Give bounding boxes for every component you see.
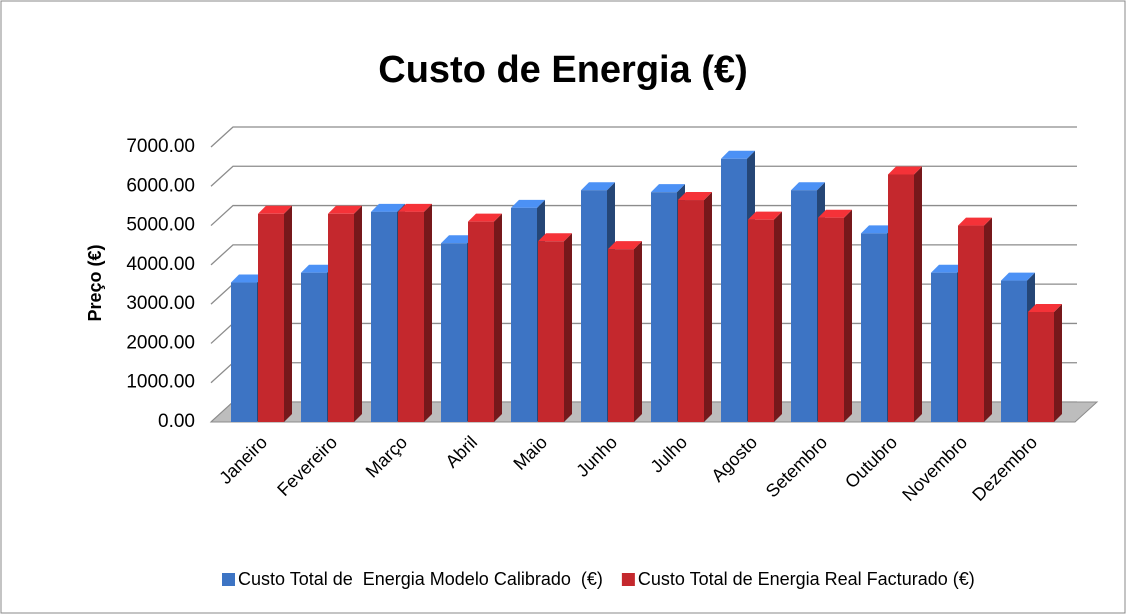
bar-side bbox=[774, 211, 782, 422]
bar bbox=[1028, 312, 1054, 422]
bar bbox=[608, 249, 634, 422]
y-tick-label: 5000.00 bbox=[126, 215, 195, 236]
bar-top bbox=[301, 264, 335, 273]
bar-top bbox=[791, 182, 825, 191]
bar-side bbox=[634, 241, 642, 422]
bar-top bbox=[511, 199, 545, 208]
y-tick-label: 0.00 bbox=[158, 411, 195, 432]
y-axis-title: Preço (€) bbox=[85, 244, 105, 321]
y-tick-label: 2000.00 bbox=[126, 332, 195, 353]
bar bbox=[958, 225, 984, 422]
bar-side bbox=[844, 209, 852, 422]
bar-side bbox=[564, 233, 572, 422]
bar bbox=[258, 213, 284, 422]
bar-top bbox=[231, 274, 265, 283]
bar-top bbox=[1028, 304, 1062, 312]
bar bbox=[931, 272, 957, 422]
bar-top bbox=[371, 203, 405, 212]
bar-top bbox=[748, 211, 782, 220]
bar-top bbox=[818, 209, 852, 218]
bar bbox=[301, 272, 327, 422]
y-tick-label: 3000.00 bbox=[126, 293, 195, 314]
bar-top bbox=[958, 217, 992, 226]
bar-top bbox=[861, 225, 895, 234]
bar-top bbox=[888, 166, 922, 175]
bar-top bbox=[651, 184, 685, 193]
y-tick-label: 1000.00 bbox=[126, 372, 195, 393]
bar bbox=[371, 211, 397, 422]
bar-side bbox=[704, 192, 712, 422]
bar bbox=[1001, 280, 1027, 422]
bar bbox=[888, 174, 914, 422]
bar-side bbox=[914, 166, 922, 422]
bar bbox=[861, 233, 887, 422]
bar-top bbox=[328, 205, 362, 214]
bar bbox=[651, 192, 677, 422]
bar-side bbox=[354, 205, 362, 422]
bar-top bbox=[581, 182, 615, 191]
bar-top bbox=[678, 192, 712, 201]
bar bbox=[721, 158, 747, 423]
bar bbox=[678, 200, 704, 422]
bar-top bbox=[721, 150, 755, 159]
legend-label: Custo Total de Energia Modelo Calibrado … bbox=[238, 569, 603, 589]
bar bbox=[231, 282, 257, 422]
bar bbox=[441, 243, 467, 422]
bar bbox=[818, 217, 844, 422]
bar bbox=[791, 190, 817, 422]
bar-side bbox=[1054, 304, 1062, 422]
bar-side bbox=[424, 203, 432, 422]
bar bbox=[748, 219, 774, 422]
y-tick-label: 6000.00 bbox=[126, 175, 195, 196]
bar bbox=[398, 211, 424, 422]
bar-top bbox=[258, 205, 292, 214]
bar bbox=[511, 207, 537, 422]
bar bbox=[538, 241, 564, 422]
grid-line bbox=[210, 165, 1077, 187]
grid-line bbox=[210, 126, 1077, 148]
y-tick-label: 4000.00 bbox=[126, 254, 195, 275]
bar-side bbox=[984, 217, 992, 422]
bar-top bbox=[1001, 272, 1035, 281]
bar-top bbox=[441, 235, 475, 244]
legend-swatch bbox=[222, 573, 235, 586]
legend-label: Custo Total de Energia Real Facturado (€… bbox=[638, 569, 975, 589]
bar-side bbox=[494, 213, 502, 422]
bar-top bbox=[398, 203, 432, 212]
bar bbox=[468, 221, 494, 422]
bar-top bbox=[538, 233, 572, 242]
bar-top bbox=[608, 241, 642, 250]
chart-title: Custo de Energia (€) bbox=[378, 49, 748, 91]
bar-side bbox=[284, 205, 292, 422]
bar bbox=[328, 213, 354, 422]
y-tick-label: 7000.00 bbox=[126, 136, 195, 157]
bar-top bbox=[468, 213, 502, 222]
bar-top bbox=[931, 264, 965, 273]
bar bbox=[581, 190, 607, 422]
legend-swatch bbox=[621, 573, 635, 586]
